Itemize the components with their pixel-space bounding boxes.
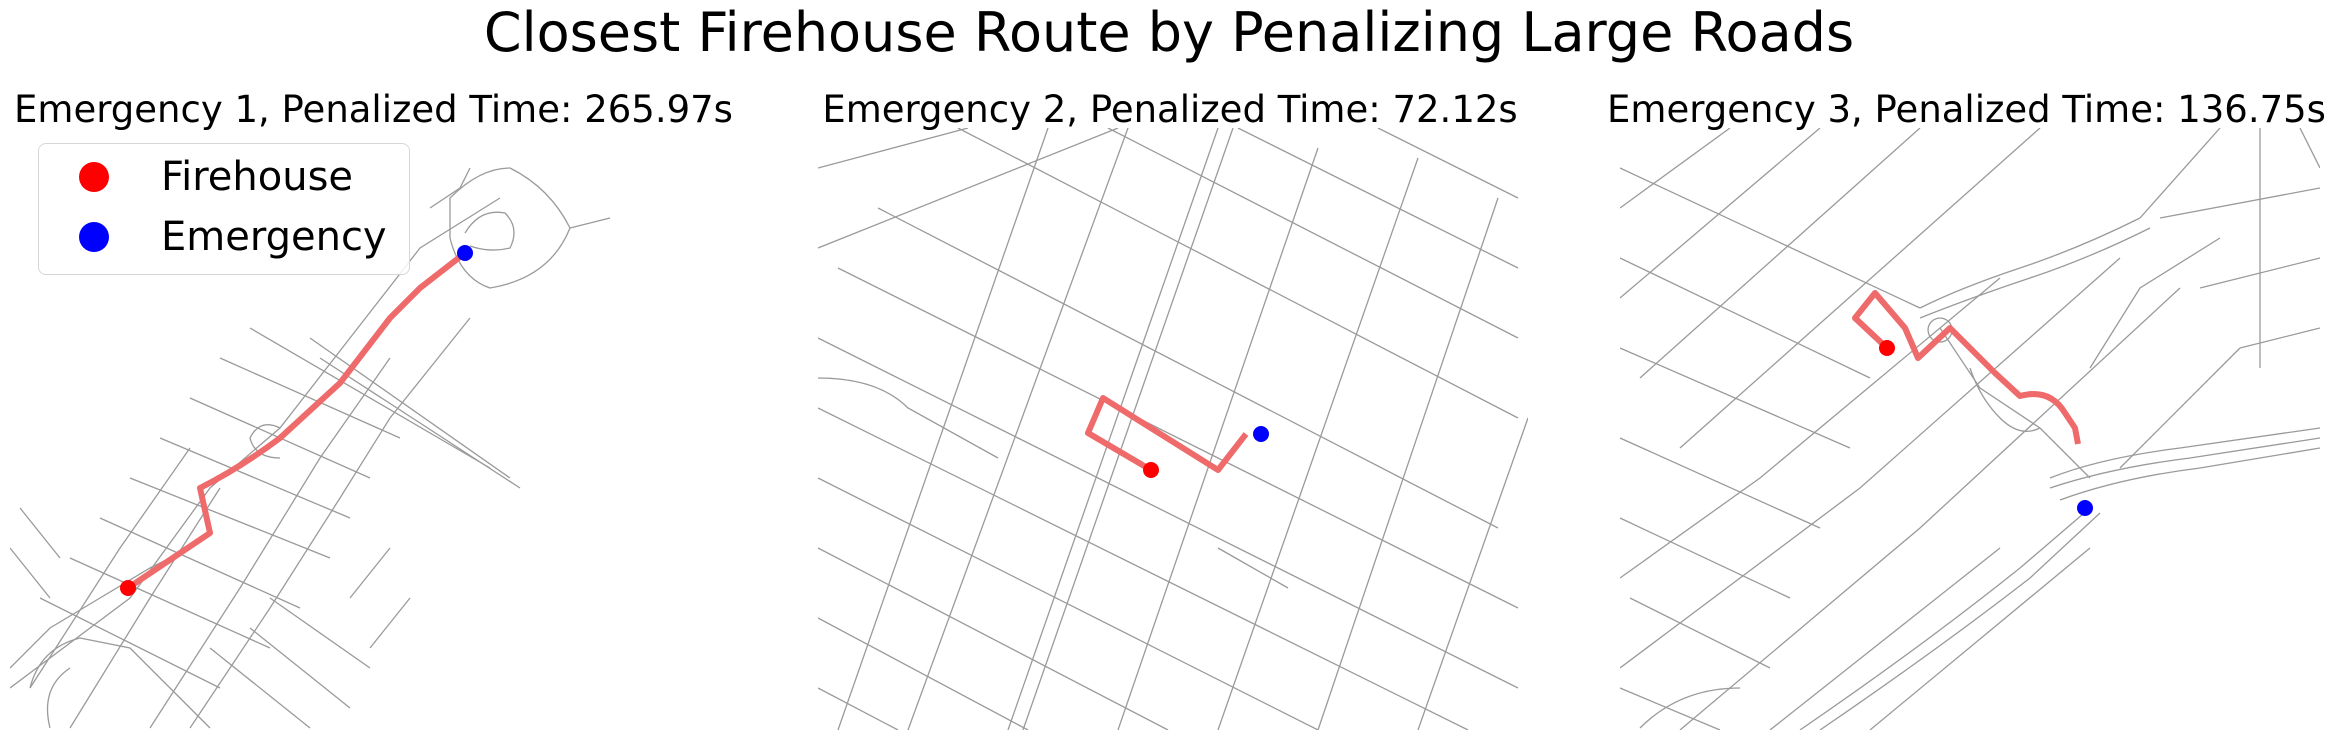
- panel-3-map[interactable]: [1620, 128, 2320, 730]
- firehouse-marker[interactable]: [120, 580, 136, 596]
- route-line: [1852, 290, 2081, 445]
- route-line: [1085, 395, 1249, 473]
- firehouse-marker[interactable]: [1879, 340, 1895, 356]
- emergency-marker-icon: [79, 222, 109, 252]
- panel-2-title: Emergency 2, Penalized Time: 72.12s: [822, 88, 1518, 131]
- emergency-marker[interactable]: [1253, 426, 1269, 442]
- road-network: [818, 128, 1528, 730]
- firehouse-marker[interactable]: [1143, 462, 1159, 478]
- route-line: [126, 250, 467, 591]
- legend-item-firehouse: Firehouse: [39, 152, 353, 202]
- panel-1-map[interactable]: [10, 128, 730, 730]
- road-network: [10, 167, 611, 729]
- panel-1-title: Emergency 1, Penalized Time: 265.97s: [14, 88, 733, 131]
- panel-2-map[interactable]: [818, 128, 1528, 730]
- figure-title: Closest Firehouse Route by Penalizing La…: [483, 1, 1855, 64]
- legend-label-firehouse: Firehouse: [161, 154, 354, 200]
- panel-3-title: Emergency 3, Penalized Time: 136.75s: [1607, 88, 2326, 131]
- road-network: [1620, 128, 2320, 730]
- legend-label-emergency: Emergency: [161, 214, 387, 260]
- emergency-marker[interactable]: [2077, 500, 2093, 516]
- legend: Firehouse Emergency: [38, 143, 410, 275]
- emergency-marker[interactable]: [457, 245, 473, 261]
- firehouse-marker-icon: [79, 162, 109, 192]
- legend-item-emergency: Emergency: [39, 212, 387, 262]
